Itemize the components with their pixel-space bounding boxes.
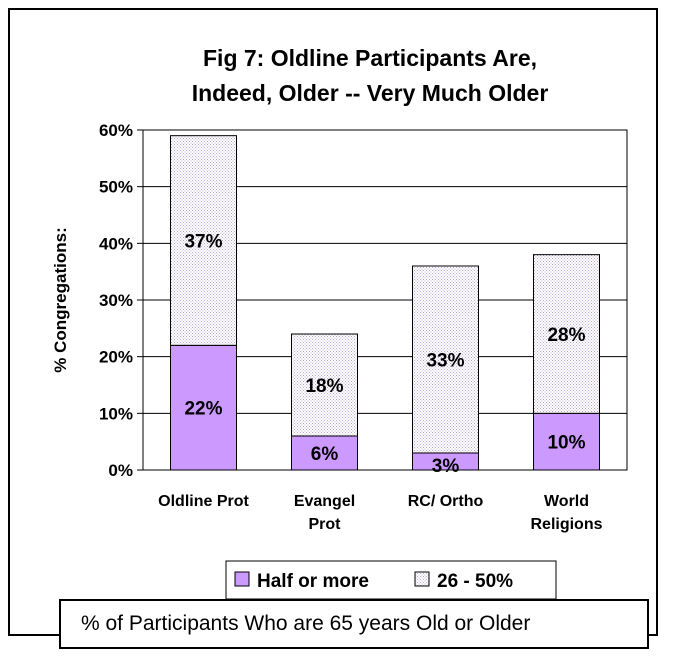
- y-axis-title: % Congregations:: [51, 227, 70, 372]
- y-tick-label: 30%: [99, 291, 133, 310]
- legend-swatch: [234, 571, 250, 587]
- data-label: 3%: [432, 456, 460, 477]
- plot-area-border: [142, 129, 628, 471]
- legend-label: 26 - 50%: [437, 571, 513, 592]
- category-label: Evangel: [294, 493, 355, 510]
- x-axis-caption: % of Participants Who are 65 years Old o…: [59, 599, 649, 649]
- data-label: 33%: [426, 351, 464, 372]
- category-label: RC/ Ortho: [408, 493, 484, 510]
- chart-title-line: Fig 7: Oldline Participants Are,: [203, 45, 537, 71]
- category-label: Prot: [309, 516, 342, 533]
- category-label: World: [544, 493, 589, 510]
- bars: 22% 37% 6% 18% 3% 33% 10% 28%: [170, 135, 600, 477]
- legend-label: Half or more: [257, 571, 369, 592]
- bar-segment: [170, 135, 237, 346]
- category-label: Religions: [530, 516, 602, 533]
- y-tick-label: 10%: [99, 404, 133, 423]
- legend-swatch: [414, 571, 430, 587]
- bar-segment: [533, 412, 600, 471]
- data-label: 10%: [547, 433, 585, 454]
- x-axis-caption-text: % of Participants Who are 65 years Old o…: [81, 612, 531, 635]
- data-label: 18%: [305, 376, 343, 397]
- bar-segment: [533, 254, 600, 414]
- legend-box: [225, 560, 557, 600]
- data-label: 28%: [547, 325, 585, 346]
- data-label: 22%: [184, 399, 222, 420]
- chart-title: Fig 7: Oldline Participants Are, Indeed, …: [192, 45, 549, 106]
- chart-title-line: Indeed, Older -- Very Much Older: [192, 80, 549, 106]
- legend: Half or more 26 - 50%: [225, 560, 557, 600]
- category-label: Oldline Prot: [158, 493, 249, 510]
- data-label: 6%: [311, 444, 339, 465]
- y-tick-label: 20%: [99, 348, 133, 367]
- bar-segment: [412, 265, 479, 454]
- data-label: 37%: [184, 232, 222, 253]
- axes: 0% 10% 20% 30% 40% 50% 60% % Congregations: Oldl…: [51, 121, 628, 533]
- y-tick-label: 40%: [99, 234, 133, 253]
- y-tick-label: 50%: [99, 178, 133, 197]
- y-tick-label: 0%: [108, 461, 133, 480]
- y-tick-label: 60%: [99, 121, 133, 140]
- bar-segment: [291, 333, 358, 437]
- bar-segment: [170, 344, 237, 471]
